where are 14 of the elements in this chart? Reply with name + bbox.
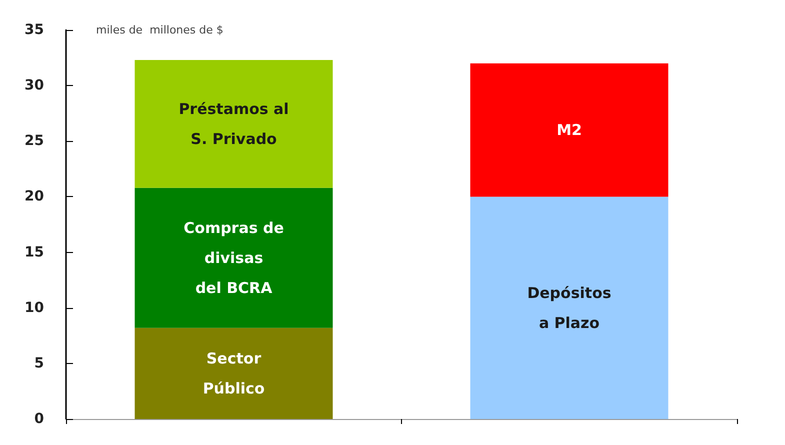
y-tick-label: 35 xyxy=(24,22,44,38)
y-tick-label: 15 xyxy=(24,244,44,260)
series-label: Sector Público xyxy=(202,349,265,398)
y-tick-label: 25 xyxy=(24,133,44,150)
y-axis-title: miles de millones de $ xyxy=(96,24,224,36)
y-tick-label: 30 xyxy=(24,78,44,94)
y-tick-label: 10 xyxy=(24,300,44,316)
series-label: Depósitos a Plazo xyxy=(527,284,612,332)
series-label: M2 xyxy=(556,121,582,140)
series-label: Compras de divisas del BCRA xyxy=(184,218,284,297)
series-label: Préstamos al S. Privado xyxy=(178,100,289,148)
y-tick-label: 5 xyxy=(34,355,44,372)
y-tick-label: 0 xyxy=(34,411,44,427)
y-tick-label: 20 xyxy=(24,188,44,205)
